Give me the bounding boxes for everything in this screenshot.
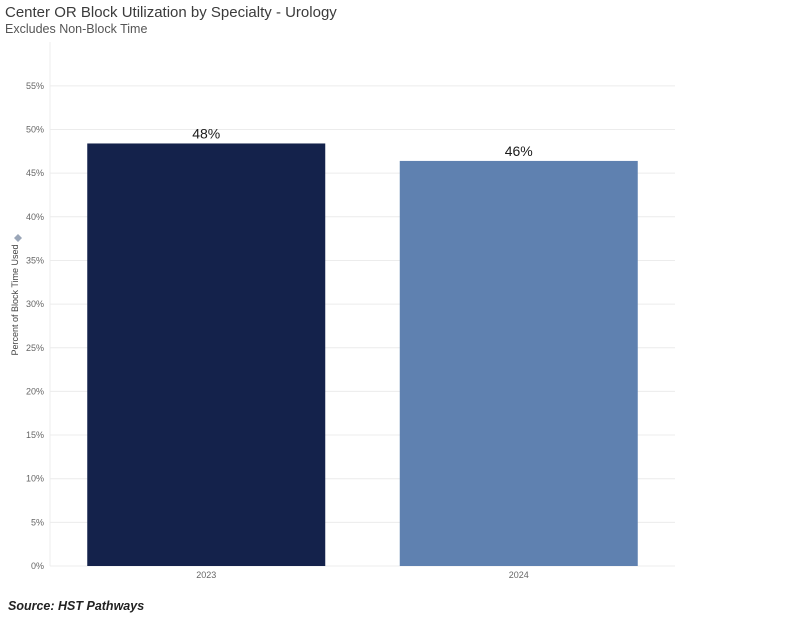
y-tick-label: 30% <box>26 299 44 309</box>
bar-2024[interactable] <box>399 160 638 567</box>
chart-subtitle: Excludes Non-Block Time <box>5 22 148 36</box>
y-axis-ticks: 0% 5% 10% 15% 20% 25% 30% 35% 40% 45% 50% 55% <box>26 81 44 571</box>
data-label-2024: 46% <box>505 143 533 159</box>
x-tick-label: 2024 <box>509 570 529 580</box>
y-tick-label: 20% <box>26 386 44 396</box>
y-tick-label: 0% <box>31 561 44 571</box>
y-axis-label: Percent of Block Time Used <box>10 244 20 355</box>
y-tick-label: 25% <box>26 343 44 353</box>
y-axis-title: Percent of Block Time Used <box>10 234 22 356</box>
bars <box>87 143 638 567</box>
x-tick-label: 2023 <box>196 570 216 580</box>
y-tick-label: 40% <box>26 212 44 222</box>
y-tick-label: 50% <box>26 125 44 135</box>
pin-icon <box>14 234 22 242</box>
y-tick-label: 55% <box>26 81 44 91</box>
chart-title: Center OR Block Utilization by Specialty… <box>5 4 337 21</box>
data-label-2023: 48% <box>192 125 220 141</box>
x-axis-ticks: 2023 2024 <box>196 570 529 580</box>
source-note: Source: HST Pathways <box>8 599 145 613</box>
y-tick-label: 10% <box>26 474 44 484</box>
y-tick-label: 35% <box>26 255 44 265</box>
bar-2023[interactable] <box>87 143 326 566</box>
y-tick-label: 15% <box>26 430 44 440</box>
y-tick-label: 5% <box>31 517 44 527</box>
data-labels: 48% 46% <box>192 125 533 158</box>
y-tick-label: 45% <box>26 168 44 178</box>
